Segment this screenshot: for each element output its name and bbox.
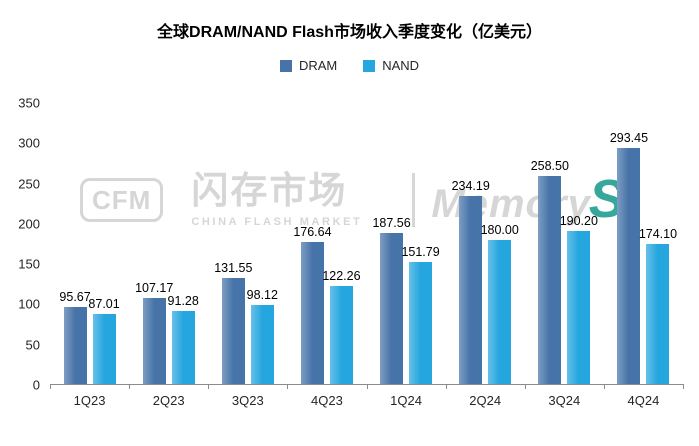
plot-area: 95.67 87.01 1Q23 107.17 91.28 2Q23 131.55 98.12… <box>50 103 684 408</box>
watermark: CFM 闪存市场 CHINA FLASH MARKET Memory S <box>80 170 625 228</box>
bar-dram: 176.64 <box>293 225 332 384</box>
watermark-english-text: CHINA FLASH MARKET <box>191 215 363 228</box>
bar-group: 131.55 98.12 3Q23 <box>208 103 287 408</box>
memorys-logo-text: Memory <box>431 182 591 227</box>
x-axis-label: 2Q24 <box>469 393 502 408</box>
x-axis-label: 3Q24 <box>548 393 581 408</box>
x-axis-tick <box>524 384 526 389</box>
bar-dram: 187.56 <box>372 216 411 384</box>
watermark-text-block: 闪存市场 CHINA FLASH MARKET <box>191 170 363 228</box>
cfm-logo-text: CFM <box>92 184 152 215</box>
x-axis-label: 1Q24 <box>390 393 422 408</box>
legend-marker <box>363 59 376 72</box>
bar-value-label: 234.19 <box>451 178 490 193</box>
bar-dram: 131.55 <box>214 261 252 384</box>
bar-value-label: 95.67 <box>59 290 91 305</box>
x-axis-label: 2Q23 <box>152 393 185 408</box>
legend-item-nand: NAND <box>363 58 419 73</box>
bar-value-label: 293.45 <box>609 131 649 146</box>
y-axis-label: 350 <box>18 95 40 111</box>
bar-nand: 122.26 <box>322 269 361 384</box>
memorys-logo: Memory S <box>431 172 624 227</box>
bar-dram: 95.67 <box>59 290 91 384</box>
bar-value-label: 190.20 <box>559 214 598 229</box>
y-axis-label: 300 <box>18 135 40 151</box>
x-axis-tick <box>445 384 447 389</box>
bar-nand: 151.79 <box>401 245 440 384</box>
y-axis: 0 50 100 150 200 250 300 350 <box>0 96 50 393</box>
bar-group: 107.17 91.28 2Q23 <box>129 103 208 408</box>
watermark-chinese-text: 闪存市场 <box>191 170 348 211</box>
bar-group: 258.50 190.20 3Q24 <box>525 103 604 408</box>
x-axis-tick <box>50 384 51 389</box>
x-axis-tick <box>287 384 289 389</box>
plot-region: 0 50 100 150 200 250 300 350 95.67 87.01 1Q23 107.… <box>0 96 699 408</box>
bar-value-label: 91.28 <box>167 293 199 308</box>
bar-value-label: 131.55 <box>214 261 253 276</box>
x-axis-tick <box>208 384 210 389</box>
bar-value-label: 107.17 <box>135 280 174 295</box>
cfm-logo: CFM <box>80 177 164 222</box>
x-axis-tick <box>129 384 131 389</box>
bar-nand: 87.01 <box>88 297 120 384</box>
bar-nand: 91.28 <box>168 294 199 384</box>
legend-item-dram: DRAM <box>279 58 338 73</box>
bar-value-label: 98.12 <box>246 288 278 303</box>
legend: DRAM NAND <box>0 58 699 73</box>
bar-group: 176.64 122.26 4Q23 <box>287 103 366 408</box>
bar-dram: 258.50 <box>531 159 569 384</box>
bar-dram: 234.19 <box>452 179 490 384</box>
x-axis-tick <box>603 384 605 389</box>
legend-marker <box>279 59 292 72</box>
bar-value-label: 87.01 <box>88 297 120 312</box>
chart-title: 全球DRAM/NAND Flash市场收入季度变化（亿美元） <box>157 24 542 41</box>
y-axis-label: 100 <box>18 296 40 312</box>
bar-value-label: 151.79 <box>401 245 440 260</box>
y-axis-label: 50 <box>25 337 40 353</box>
watermark-separator <box>412 172 416 227</box>
bar-nand: 174.10 <box>639 227 677 384</box>
bar-value-label: 176.64 <box>293 225 332 240</box>
bar-dram: 293.45 <box>610 131 648 384</box>
bar-group: 293.45 174.10 4Q24 <box>604 103 683 408</box>
legend-label: DRAM <box>298 58 338 73</box>
x-axis-tick <box>366 384 368 389</box>
y-axis-label: 250 <box>18 176 40 192</box>
x-axis-label: 4Q24 <box>627 393 660 408</box>
bar-nand: 190.20 <box>560 214 598 384</box>
y-axis-label: 0 <box>32 377 40 393</box>
x-axis-label: 3Q23 <box>231 393 264 408</box>
bar-value-label: 258.50 <box>530 159 569 174</box>
y-axis-label: 150 <box>18 256 40 272</box>
bar-dram: 107.17 <box>135 281 173 384</box>
bar-value-label: 187.56 <box>372 216 411 231</box>
bar-value-label: 180.00 <box>480 222 519 237</box>
x-axis-label: 4Q23 <box>311 393 343 408</box>
x-axis-label: 1Q23 <box>73 393 106 408</box>
bar-group: 95.67 87.01 1Q23 <box>50 103 129 408</box>
bar-nand: 180.00 <box>481 223 519 384</box>
legend-label: NAND <box>382 58 420 73</box>
bar-nand: 98.12 <box>247 288 278 384</box>
bar-group: 234.19 180.00 2Q24 <box>446 103 525 408</box>
x-axis-tick <box>683 384 684 389</box>
bar-group: 187.56 151.79 1Q24 <box>367 103 446 408</box>
bar-value-label: 122.26 <box>322 268 361 283</box>
bar-value-label: 174.10 <box>638 227 678 242</box>
y-axis-label: 200 <box>18 216 40 232</box>
